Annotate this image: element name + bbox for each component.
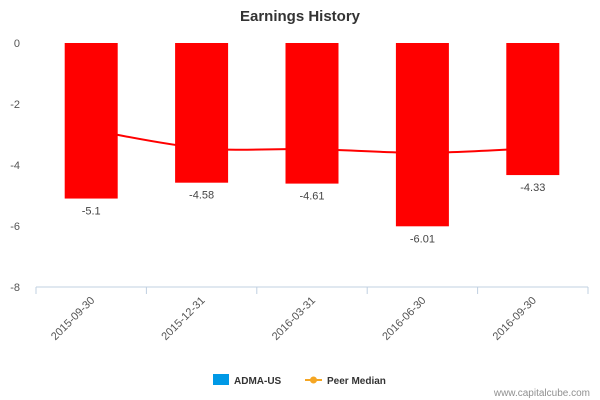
y-tick-label: -4 <box>10 160 20 172</box>
x-tick-label: 2016-06-30 <box>380 295 428 343</box>
bar-2016-03-31[interactable] <box>285 43 339 184</box>
data-labels: -5.1 -4.58 -4.61 -6.01 -4.33 <box>82 182 546 245</box>
y-tick-label: -2 <box>10 99 20 111</box>
legend-marker-peer-median <box>310 376 317 384</box>
bar-2015-09-30[interactable] <box>64 43 118 199</box>
x-tick-label: 2016-03-31 <box>270 295 318 343</box>
legend-item-adma[interactable]: ADMA-US <box>213 374 282 387</box>
y-tick-label: 0 <box>14 38 20 50</box>
bar-2015-12-31[interactable] <box>175 43 229 183</box>
x-axis: 2015-09-30 2015-12-31 2016-03-31 2016-06-30… <box>35 286 589 343</box>
legend: ADMA-US Peer Median <box>213 374 386 387</box>
legend-swatch-adma <box>213 374 229 385</box>
bar-data-label: -6.01 <box>410 233 435 245</box>
bar-data-label: -4.61 <box>299 191 324 203</box>
bar-series <box>64 43 560 227</box>
x-tick-label: 2015-09-30 <box>49 295 97 343</box>
chart-title: Earnings History <box>240 8 361 25</box>
bar-2016-06-30[interactable] <box>395 43 449 227</box>
bar-data-label: -4.58 <box>189 190 214 202</box>
y-tick-label: -6 <box>10 221 20 233</box>
x-tick-label: 2015-12-31 <box>159 295 207 343</box>
legend-label-peer-median: Peer Median <box>327 376 386 387</box>
bar-data-label: -5.1 <box>82 206 101 218</box>
y-axis: 0 -2 -4 -6 -8 <box>10 38 20 294</box>
bar-2016-09-30[interactable] <box>506 43 560 176</box>
y-tick-label: -8 <box>10 282 20 294</box>
legend-item-peer-median[interactable]: Peer Median <box>305 376 386 387</box>
bar-data-label: -4.33 <box>520 182 545 194</box>
credit-text: www.capitalcube.com <box>493 388 590 399</box>
x-tick-label: 2016-09-30 <box>491 295 539 343</box>
legend-label-adma: ADMA-US <box>234 376 282 387</box>
